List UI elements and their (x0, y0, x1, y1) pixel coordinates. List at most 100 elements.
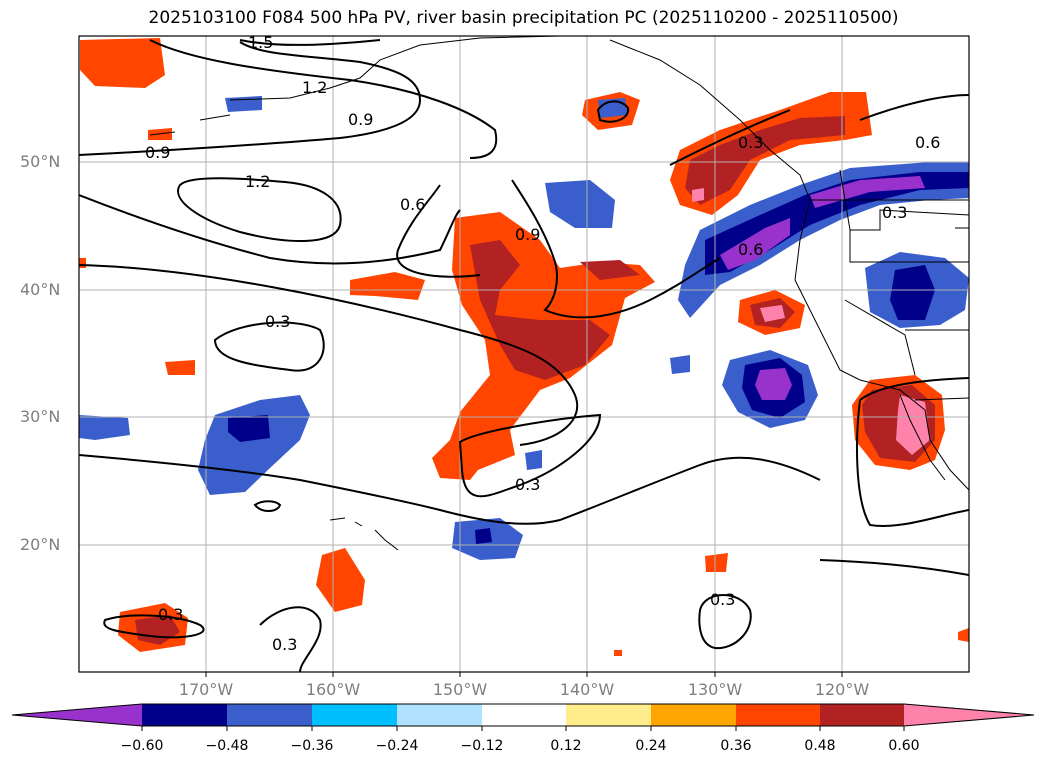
lat-label-30n: 30°N (20, 407, 61, 426)
precip-shading (79, 38, 969, 656)
pv-contour-0.9-b (149, 39, 498, 159)
colorbar-segment (736, 704, 820, 726)
contour-label: 0.3 (158, 605, 183, 624)
contour-label: 0.3 (515, 475, 540, 494)
border-us-mexico (914, 397, 969, 401)
colorbar-segment (142, 704, 227, 726)
precip-region-positive (705, 553, 728, 572)
pv-contour-0.3-h (856, 377, 969, 527)
pv-contour-0.3-b (79, 454, 821, 525)
contour-label: 1.2 (302, 78, 327, 97)
contour-label: 0.3 (272, 635, 297, 654)
contour-labels: 1.5 1.2 0.9 0.9 1.2 0.6 0.9 0.6 0.6 0.3 … (145, 33, 940, 654)
contour-label: 0.3 (265, 312, 290, 331)
pv-contour-0.3-c (213, 321, 325, 372)
colorbar-tick-label: −0.48 (205, 738, 249, 754)
precip-region-negative (79, 415, 130, 440)
axis-ticks (205, 672, 843, 677)
precip-region-negative (545, 180, 615, 228)
precip-region-negative-extreme (755, 368, 792, 400)
pv-contour-0.6 (79, 194, 461, 265)
border-state (839, 169, 969, 231)
precip-region-strong (685, 116, 845, 205)
contour-label: 0.6 (915, 133, 940, 152)
border-state (849, 230, 969, 263)
pv-contour-0.9 (79, 41, 422, 156)
precip-region-strong (470, 240, 610, 380)
colorbar-segment (566, 704, 651, 726)
lon-label-130w: 130°W (687, 680, 743, 699)
colorbar-tick-label: 0.36 (720, 738, 752, 754)
coastline-north-america (609, 39, 969, 491)
pv-contour-0.9-c (511, 179, 721, 319)
contour-label: 0.9 (145, 143, 170, 162)
colorbar-segment (227, 704, 312, 726)
precip-region-negative-strong (475, 528, 492, 544)
pv-contour-0.3-j (253, 500, 282, 512)
pv-contour-0.6-d (596, 100, 630, 123)
coastline-baja (899, 394, 946, 481)
coastline-alaska (229, 36, 561, 101)
precip-region-positive (316, 548, 365, 612)
colorbar-segment (312, 704, 397, 726)
gridlines (79, 36, 969, 672)
contour-label: 0.9 (515, 225, 540, 244)
colorbar-tick-label: 0.24 (635, 738, 667, 754)
pv-contour-1.5 (239, 39, 381, 46)
colorbar-tick-label: 0.48 (804, 738, 836, 754)
colorbar-segment (651, 704, 736, 726)
contour-label: 0.9 (348, 110, 373, 129)
lat-label-50n: 50°N (20, 152, 61, 171)
colorbar-tick-label: −0.12 (460, 738, 504, 754)
precip-region-pink (760, 305, 785, 322)
map-frame (78, 35, 970, 673)
precip-region-positive (350, 272, 425, 300)
lon-label-120w: 120°W (814, 680, 870, 699)
colorbar-segment (397, 704, 482, 726)
pv-contour-1.2 (177, 177, 342, 243)
pv-contour-0.3-k (819, 559, 969, 576)
colorbar-tick-label: −0.60 (120, 738, 164, 754)
island-hawaii (329, 517, 399, 551)
colorbar-segment (820, 704, 904, 726)
colorbar (11, 703, 1035, 731)
precip-region-negative-strong (228, 415, 270, 442)
border-state (844, 299, 916, 376)
pv-contour-0.6-b (396, 184, 481, 278)
precip-region-positive (958, 628, 969, 642)
precip-region-negative (225, 96, 262, 112)
contour-label: 0.3 (738, 133, 763, 152)
colorbar-tick-label: 0.12 (550, 738, 582, 754)
pv-contours (79, 39, 969, 672)
chart-title: 2025103100 F084 500 hPa PV, river basin … (148, 8, 899, 28)
precip-region-negative-strong (705, 172, 969, 275)
lat-label-40n: 40°N (20, 280, 61, 299)
pv-contour-0.3-f (103, 614, 205, 639)
contour-label: 0.3 (710, 590, 735, 609)
contour-label: 0.6 (738, 240, 763, 259)
contour-label: 1.2 (245, 172, 270, 191)
colorbar-tick-label: 0.60 (888, 738, 920, 754)
precip-region-negative (525, 450, 542, 470)
precip-region-negative-extreme (720, 218, 790, 270)
pv-contour-0.3-d (458, 413, 602, 498)
precip-region-pink (692, 188, 704, 202)
colorbar-segment (482, 704, 566, 726)
coastlines (149, 36, 969, 551)
lon-label-160w: 160°W (305, 680, 361, 699)
pv-contour-0.3-g (259, 606, 322, 672)
colorbar-tick-label: −0.36 (290, 738, 334, 754)
precip-region-positive (79, 258, 86, 268)
lon-label-140w: 140°W (559, 680, 615, 699)
precip-region-strong (580, 260, 640, 280)
precip-region-negative (670, 355, 690, 374)
island-chain (149, 114, 231, 136)
contour-label: 0.6 (400, 195, 425, 214)
colorbar-tick-label: −0.24 (375, 738, 419, 754)
precip-region-positive (165, 360, 195, 375)
precip-region-positive (80, 38, 165, 88)
pv-contour-0.3-e (698, 594, 752, 650)
colorbar-extend-left (12, 704, 142, 726)
lat-label-20n: 20°N (20, 535, 61, 554)
